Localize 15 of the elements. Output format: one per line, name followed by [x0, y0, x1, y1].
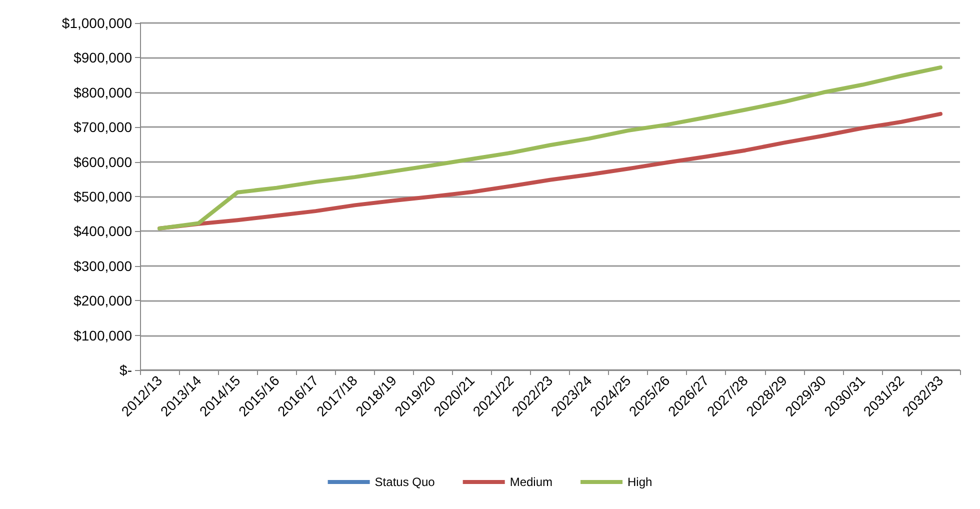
legend-label: High — [628, 475, 652, 489]
y-tick-label: $600,000 — [74, 154, 132, 170]
legend-label: Medium — [510, 475, 553, 489]
y-tick-label: $700,000 — [74, 119, 132, 136]
y-tick-label: $900,000 — [74, 50, 132, 66]
y-tick-label: $300,000 — [74, 258, 132, 274]
y-tick-label: $500,000 — [74, 188, 132, 204]
legend-label: Status Quo — [374, 475, 436, 489]
y-tick-label: $- — [120, 362, 132, 378]
line-series — [158, 65, 942, 230]
y-tick-label: $100,000 — [74, 327, 132, 344]
y-tick-label: $800,000 — [74, 84, 132, 100]
y-tick-label: $200,000 — [74, 292, 132, 309]
y-tick-label: $400,000 — [74, 223, 132, 240]
y-tick-label: $1,000,000 — [62, 15, 132, 31]
